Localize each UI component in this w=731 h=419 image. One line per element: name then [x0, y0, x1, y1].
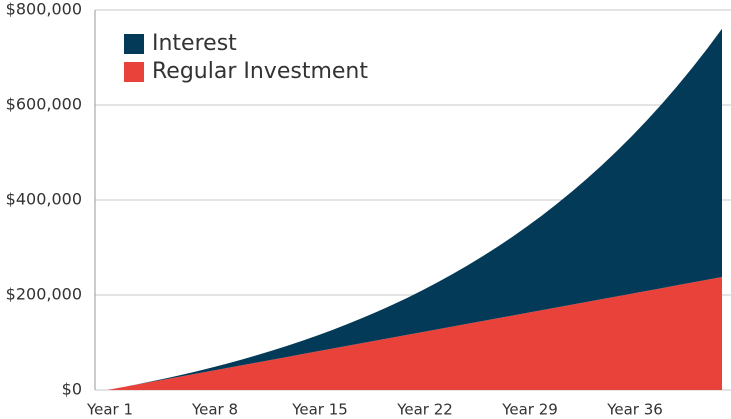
x-tick-label: Year 15: [291, 401, 348, 419]
area: [107, 28, 722, 391]
y-tick-label: $400,000: [6, 190, 82, 209]
legend-swatch: [124, 34, 144, 54]
legend-label: Interest: [152, 31, 237, 56]
y-tick-label: $800,000: [6, 0, 82, 19]
y-tick-label: $0: [62, 380, 82, 399]
legend-swatch: [124, 62, 144, 82]
x-tick-label: Year 22: [396, 401, 453, 419]
legend-label: Regular Investment: [152, 59, 368, 84]
y-tick-label: $600,000: [6, 95, 82, 114]
x-tick-label: Year 1: [86, 401, 133, 419]
x-tick-label: Year 8: [191, 401, 238, 419]
x-tick-label: Year 29: [501, 401, 558, 419]
y-tick-label: $200,000: [6, 285, 82, 304]
x-tick-label: Year 36: [606, 401, 663, 419]
